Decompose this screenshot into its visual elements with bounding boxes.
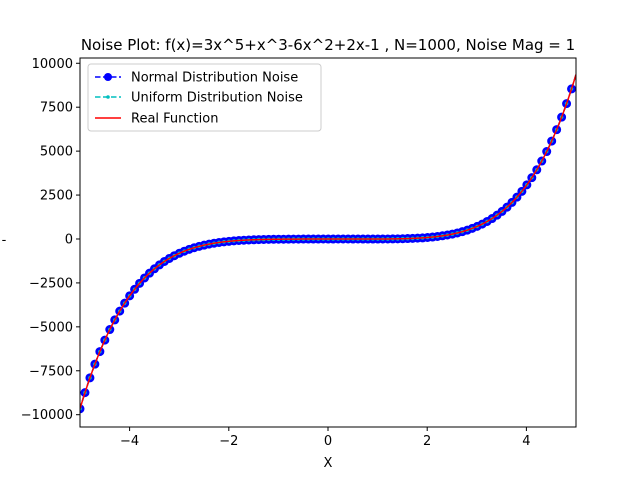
x-axis-label: X — [324, 456, 333, 471]
y-tick-label: 7500 — [40, 101, 73, 116]
x-tick-label: −4 — [120, 434, 139, 449]
y-axis-label: - — [2, 233, 7, 248]
chart-title: Noise Plot: f(x)=3x^5+x^3-6x^2+2x-1 , N=… — [81, 36, 575, 54]
series-markers-normal-noise — [76, 85, 576, 413]
x-tick-label: 4 — [522, 434, 530, 449]
y-tick-label: 5000 — [40, 145, 73, 160]
x-tick-label: 2 — [423, 434, 431, 449]
x-tick-label: −2 — [219, 434, 238, 449]
y-tick-label: 2500 — [40, 189, 73, 204]
series-markers-uniform-noise — [78, 87, 573, 411]
legend-label: Real Function — [131, 112, 218, 127]
y-tick-label: 0 — [65, 232, 73, 247]
y-tick-label: 10000 — [32, 57, 73, 72]
y-tick-label: −2500 — [29, 276, 73, 291]
y-tick-label: −5000 — [29, 320, 73, 335]
y-tick-label: −7500 — [29, 364, 73, 379]
legend-label: Uniform Distribution Noise — [131, 91, 303, 106]
legend: Normal Distribution Noise Uniform Distrib… — [88, 64, 321, 131]
legend-label: Normal Distribution Noise — [131, 71, 298, 86]
y-tick-label: −10000 — [21, 408, 73, 423]
legend-marker-circle — [104, 73, 112, 81]
x-tick-label: 0 — [324, 434, 332, 449]
legend-marker-point — [106, 95, 110, 99]
